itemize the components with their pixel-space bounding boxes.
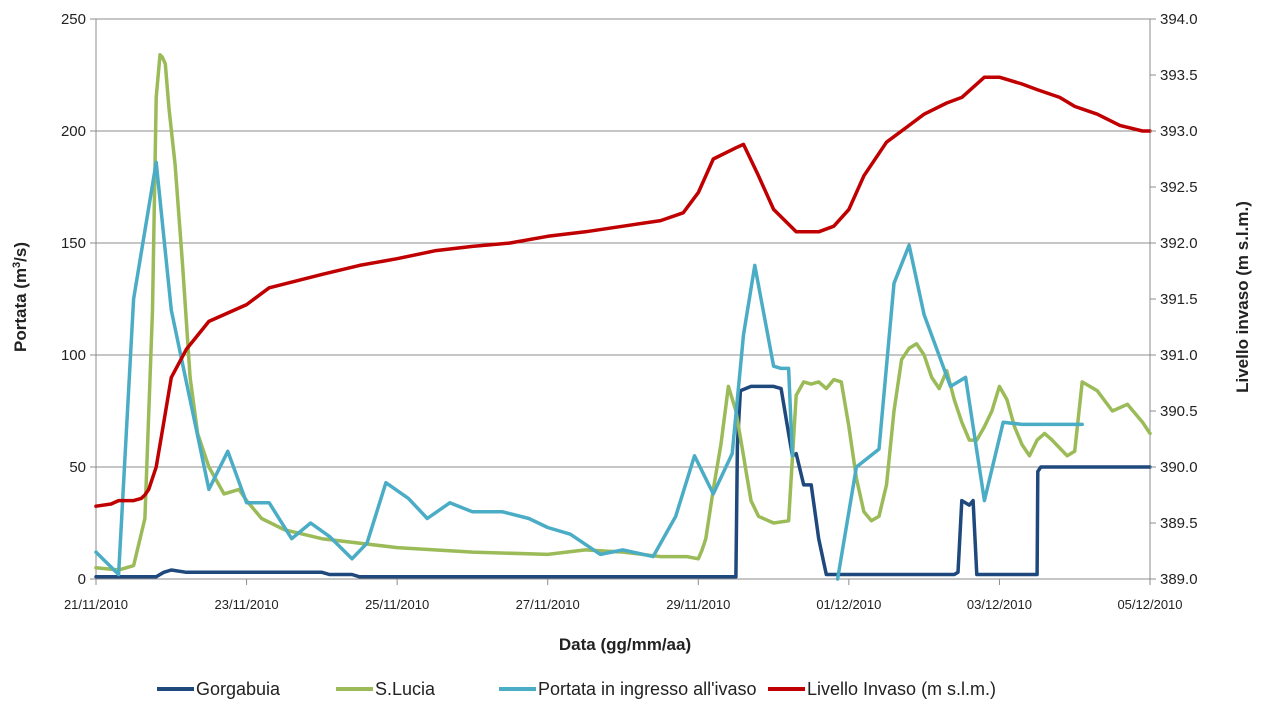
x-tick-label: 27/11/2010 (516, 597, 580, 612)
right-tick-label: 390.5 (1160, 403, 1198, 420)
series-line-gorgabuia (94, 384, 1152, 579)
right-tick-label: 393.0 (1160, 123, 1198, 140)
legend-label-livello-invaso-m-s-l-m: Livello Invaso (m s.l.m.) (807, 679, 996, 699)
legend-label-portata-in-ingresso-all-ivaso: Portata in ingresso all'ivaso (538, 679, 757, 699)
right-tick-label: 394.0 (1160, 11, 1198, 28)
right-tick-label: 392.0 (1160, 235, 1198, 252)
legend-label-gorgabuia: Gorgabuia (196, 679, 281, 699)
x-tick-label: 01/12/2010 (816, 597, 881, 612)
series-layer (94, 53, 1152, 581)
left-tick-label: 100 (61, 347, 86, 364)
left-tick-label: 150 (61, 235, 86, 252)
legend: Gorgabuia S.Lucia Portata in ingresso all'… (157, 679, 996, 699)
left-tick-label: 50 (69, 459, 86, 476)
series-line-s-lucia (94, 53, 1152, 572)
right-axis-ticks: 389.0 389.5 390.0 390.5 391.0 391.5 392.0 392.5… (1150, 11, 1198, 588)
left-tick-label: 250 (61, 11, 86, 28)
x-tick-label: 05/12/2010 (1117, 597, 1182, 612)
x-tick-label: 29/11/2010 (666, 597, 730, 612)
right-tick-label: 391.0 (1160, 347, 1198, 364)
right-tick-label: 390.0 (1160, 459, 1198, 476)
right-tick-label: 389.5 (1160, 515, 1198, 532)
right-tick-label: 389.0 (1160, 571, 1198, 588)
series-line-portata-in-ingresso-all-ivaso (94, 160, 1084, 581)
y2-axis-title: Livello invaso (m s.l.m.) (1233, 201, 1252, 393)
y-axis-title-sup: 3 (11, 262, 23, 268)
x-tick-label: 23/11/2010 (215, 597, 279, 612)
x-axis-title: Data (gg/mm/aa) (559, 635, 691, 654)
left-axis-ticks: 0 50 100 150 200 250 (61, 11, 96, 588)
legend-label-s-lucia: S.Lucia (375, 679, 436, 699)
x-tick-label: 25/11/2010 (365, 597, 429, 612)
y-axis-title: Portata (m3/s) (11, 242, 30, 352)
left-tick-label: 200 (61, 123, 86, 140)
series-line-livello-invaso-m-s-l-m (94, 75, 1152, 508)
x-tick-label: 03/12/2010 (967, 597, 1032, 612)
right-tick-label: 392.5 (1160, 179, 1198, 196)
right-tick-label: 393.5 (1160, 67, 1198, 84)
x-tick-label: 21/11/2010 (64, 597, 128, 612)
right-tick-label: 391.5 (1160, 291, 1198, 308)
x-axis-ticks: 21/11/2010 23/11/2010 25/11/2010 27/11/2010… (64, 579, 1183, 612)
left-tick-label: 0 (78, 571, 86, 588)
